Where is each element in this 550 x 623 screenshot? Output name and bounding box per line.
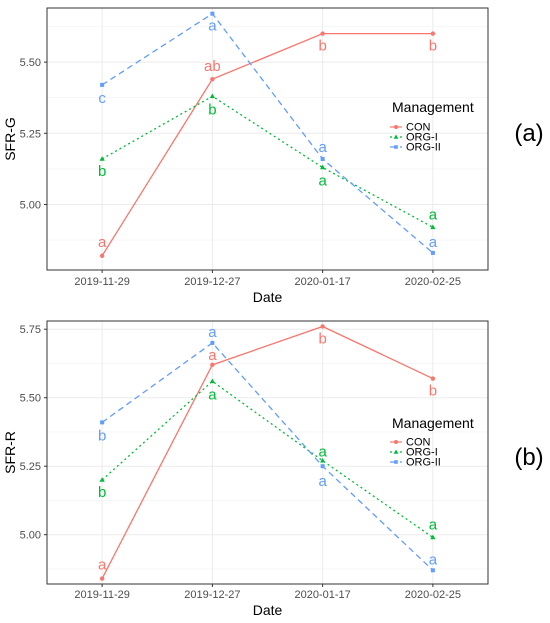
data-point [320, 31, 325, 36]
significance-letter: b [318, 330, 326, 347]
y-tick-label: 5.75 [20, 324, 41, 336]
significance-letter: a [208, 324, 217, 341]
significance-letter: a [318, 444, 327, 461]
significance-letter: a [429, 206, 438, 223]
data-point [430, 568, 435, 573]
panel-label: (b) [514, 444, 543, 471]
significance-letter: b [208, 101, 216, 118]
significance-letter: b [98, 484, 106, 501]
x-tick-label: 2020-01-17 [294, 589, 350, 601]
data-point [430, 224, 436, 230]
x-tick-label: 2019-11-29 [74, 589, 129, 601]
significance-letter: a [429, 551, 438, 568]
data-point [430, 31, 436, 36]
x-axis-title: Date [253, 602, 283, 618]
chart-panel-2: 5.00 5.25 5.50 5.75 2019-11-29 2019-12-27 2020… [2, 320, 544, 618]
data-point [210, 11, 215, 16]
significance-letter: a [318, 172, 327, 189]
data-point [99, 477, 105, 482]
data-point [430, 534, 436, 540]
significance-letter: b [98, 427, 106, 444]
series-line-con [101, 32, 433, 257]
y-tick-label: 5.50 [20, 393, 41, 405]
legend-key-point [394, 125, 398, 129]
significance-letter: a [98, 234, 107, 251]
data-point [210, 76, 215, 82]
chart-panel-1: 5.00 5.25 5.50 2019-11-29 2019-12-27 2020-01-… [2, 7, 544, 305]
series-line-org-ii [101, 12, 434, 254]
x-axis-title: Date [253, 289, 283, 305]
x-tick-label: 2020-01-17 [294, 276, 350, 288]
plot-border [46, 320, 489, 585]
data-point [99, 253, 105, 258]
y-tick-label: 5.50 [20, 57, 41, 69]
legend-key-point [393, 449, 399, 454]
x-tick-label: 2019-12-27 [184, 589, 240, 601]
significance-letter: a [318, 139, 327, 156]
significance-letter: b [429, 38, 437, 55]
series-line-org-i [101, 95, 434, 228]
significance-letter: b [429, 383, 437, 400]
panel-label: (a) [514, 120, 543, 147]
significance-letter: a [208, 18, 217, 35]
legend-title: Management [392, 99, 474, 115]
legend-label: ORG-II [406, 142, 441, 154]
significance-letter: b [318, 38, 326, 55]
data-point [99, 156, 105, 161]
legend-key-point [394, 460, 398, 464]
data-point [100, 420, 105, 425]
significance-letter: a [208, 386, 217, 403]
significance-letter: a [318, 473, 327, 490]
data-point [210, 362, 215, 368]
y-tick-label: 5.00 [20, 530, 41, 542]
x-tick-label: 2019-11-29 [74, 276, 129, 288]
data-point [209, 378, 215, 384]
data-point [320, 457, 326, 463]
data-point [430, 376, 436, 381]
significance-letter: c [98, 90, 106, 107]
x-tick-label: 2019-12-27 [184, 276, 240, 288]
legend-label: CON [406, 437, 431, 449]
significance-letter: a [429, 516, 438, 533]
plot-border [46, 7, 489, 271]
legend-key-point [393, 134, 399, 139]
data-point [320, 324, 325, 329]
data-point [320, 164, 326, 170]
data-point [320, 464, 325, 469]
legend-label: ORG-II [406, 457, 441, 469]
data-point [320, 156, 325, 161]
x-tick-label: 2020-02-25 [405, 276, 461, 288]
data-point [100, 82, 105, 87]
significance-letter: a [208, 347, 217, 364]
x-tick-label: 2020-02-25 [405, 589, 461, 601]
data-point [99, 576, 105, 581]
data-point [210, 340, 215, 345]
significance-letter: b [98, 163, 106, 180]
significance-letter: a [429, 234, 438, 251]
y-tick-label: 5.25 [20, 128, 41, 140]
y-tick-label: 5.00 [20, 200, 41, 212]
y-tick-label: 5.25 [20, 461, 41, 473]
significance-letter: ab [204, 58, 221, 75]
data-point [430, 250, 435, 255]
plot-area [47, 321, 488, 584]
legend-key-point [394, 440, 398, 444]
y-axis-title: SFR-G [2, 117, 18, 161]
data-point [209, 93, 215, 99]
legend-title: Management [392, 415, 474, 431]
series-line-org-i [101, 380, 434, 538]
legend-key-point [394, 145, 398, 149]
legend-label: CON [406, 122, 431, 134]
series-line-con [101, 325, 434, 579]
legend-label: ORG-I [406, 447, 438, 459]
significance-letter: a [98, 557, 107, 574]
legend-label: ORG-I [406, 132, 438, 144]
y-axis-title: SFR-R [2, 431, 18, 474]
